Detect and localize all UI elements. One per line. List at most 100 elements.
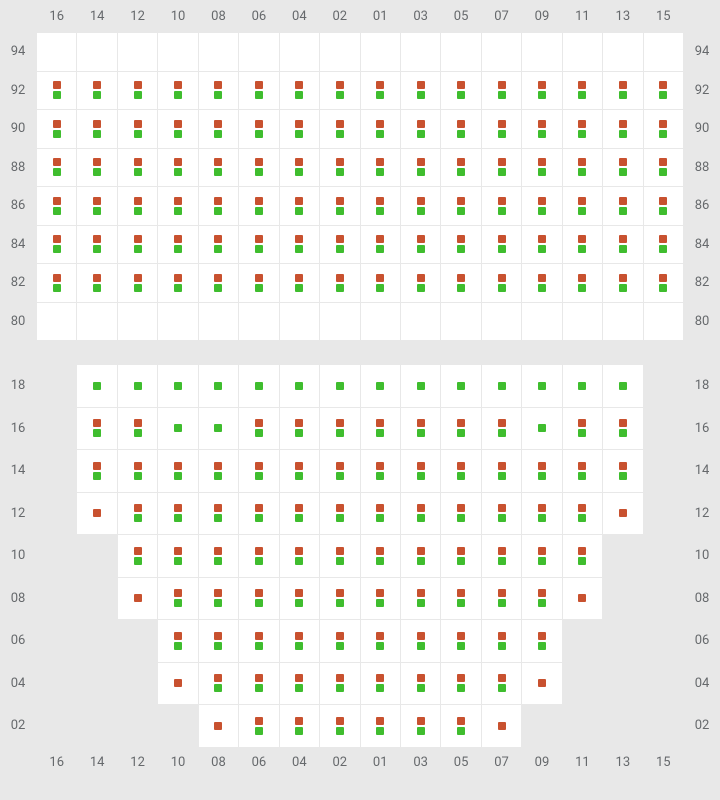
seat-cell[interactable] (118, 493, 157, 535)
seat-cell[interactable] (441, 620, 480, 662)
seat-cell[interactable] (401, 535, 440, 577)
seat-cell[interactable] (522, 578, 561, 620)
seat-cell[interactable] (563, 578, 602, 620)
seat-cell[interactable] (644, 33, 683, 71)
seat-cell[interactable] (563, 72, 602, 110)
seat-cell[interactable] (320, 663, 359, 705)
seat-cell[interactable] (77, 72, 116, 110)
seat-cell[interactable] (482, 303, 521, 341)
seat-cell[interactable] (361, 110, 400, 148)
seat-cell[interactable] (199, 578, 238, 620)
seat-cell[interactable] (77, 33, 116, 71)
seat-cell[interactable] (199, 264, 238, 302)
seat-cell[interactable] (361, 408, 400, 450)
seat-cell[interactable] (361, 663, 400, 705)
seat-cell[interactable] (158, 620, 197, 662)
seat-cell[interactable] (199, 365, 238, 407)
seat-cell[interactable] (280, 33, 319, 71)
seat-cell[interactable] (118, 535, 157, 577)
seat-cell[interactable] (563, 33, 602, 71)
seat-cell[interactable] (37, 72, 76, 110)
seat-cell[interactable] (603, 493, 642, 535)
seat-cell[interactable] (401, 33, 440, 71)
seat-cell[interactable] (522, 226, 561, 264)
seat-cell[interactable] (522, 535, 561, 577)
seat-cell[interactable] (199, 535, 238, 577)
seat-cell[interactable] (239, 110, 278, 148)
seat-cell[interactable] (361, 450, 400, 492)
seat-cell[interactable] (482, 493, 521, 535)
seat-cell[interactable] (158, 264, 197, 302)
seat-cell[interactable] (158, 578, 197, 620)
seat-cell[interactable] (603, 450, 642, 492)
seat-cell[interactable] (320, 620, 359, 662)
seat-cell[interactable] (482, 578, 521, 620)
seat-cell[interactable] (361, 365, 400, 407)
seat-cell[interactable] (441, 535, 480, 577)
seat-cell[interactable] (563, 110, 602, 148)
seat-cell[interactable] (441, 33, 480, 71)
seat-cell[interactable] (482, 187, 521, 225)
seat-cell[interactable] (401, 72, 440, 110)
seat-cell[interactable] (199, 663, 238, 705)
seat-cell[interactable] (522, 72, 561, 110)
seat-cell[interactable] (482, 535, 521, 577)
seat-cell[interactable] (118, 72, 157, 110)
seat-cell[interactable] (239, 620, 278, 662)
seat-cell[interactable] (280, 620, 319, 662)
seat-cell[interactable] (482, 408, 521, 450)
seat-cell[interactable] (522, 110, 561, 148)
seat-cell[interactable] (644, 110, 683, 148)
seat-cell[interactable] (522, 264, 561, 302)
seat-cell[interactable] (361, 578, 400, 620)
seat-cell[interactable] (199, 620, 238, 662)
seat-cell[interactable] (482, 705, 521, 747)
seat-cell[interactable] (77, 408, 116, 450)
seat-cell[interactable] (199, 226, 238, 264)
seat-cell[interactable] (563, 365, 602, 407)
seat-cell[interactable] (118, 149, 157, 187)
seat-cell[interactable] (482, 226, 521, 264)
seat-cell[interactable] (401, 110, 440, 148)
seat-cell[interactable] (441, 663, 480, 705)
seat-cell[interactable] (361, 535, 400, 577)
seat-cell[interactable] (37, 33, 76, 71)
seat-cell[interactable] (280, 705, 319, 747)
seat-cell[interactable] (118, 110, 157, 148)
seat-cell[interactable] (603, 303, 642, 341)
seat-cell[interactable] (158, 110, 197, 148)
seat-cell[interactable] (77, 110, 116, 148)
seat-cell[interactable] (280, 365, 319, 407)
seat-cell[interactable] (239, 408, 278, 450)
seat-cell[interactable] (401, 303, 440, 341)
seat-cell[interactable] (239, 493, 278, 535)
seat-cell[interactable] (401, 450, 440, 492)
seat-cell[interactable] (158, 303, 197, 341)
seat-cell[interactable] (563, 408, 602, 450)
seat-cell[interactable] (280, 535, 319, 577)
seat-cell[interactable] (522, 493, 561, 535)
seat-cell[interactable] (239, 303, 278, 341)
seat-cell[interactable] (522, 663, 561, 705)
seat-cell[interactable] (158, 33, 197, 71)
seat-cell[interactable] (401, 365, 440, 407)
seat-cell[interactable] (320, 365, 359, 407)
seat-cell[interactable] (118, 264, 157, 302)
seat-cell[interactable] (482, 72, 521, 110)
seat-cell[interactable] (361, 226, 400, 264)
seat-cell[interactable] (320, 264, 359, 302)
seat-cell[interactable] (199, 450, 238, 492)
seat-cell[interactable] (603, 149, 642, 187)
seat-cell[interactable] (280, 663, 319, 705)
seat-cell[interactable] (361, 149, 400, 187)
seat-cell[interactable] (37, 187, 76, 225)
seat-cell[interactable] (361, 493, 400, 535)
seat-cell[interactable] (77, 365, 116, 407)
seat-cell[interactable] (401, 187, 440, 225)
seat-cell[interactable] (401, 493, 440, 535)
seat-cell[interactable] (522, 365, 561, 407)
seat-cell[interactable] (280, 72, 319, 110)
seat-cell[interactable] (118, 226, 157, 264)
seat-cell[interactable] (239, 705, 278, 747)
seat-cell[interactable] (158, 226, 197, 264)
